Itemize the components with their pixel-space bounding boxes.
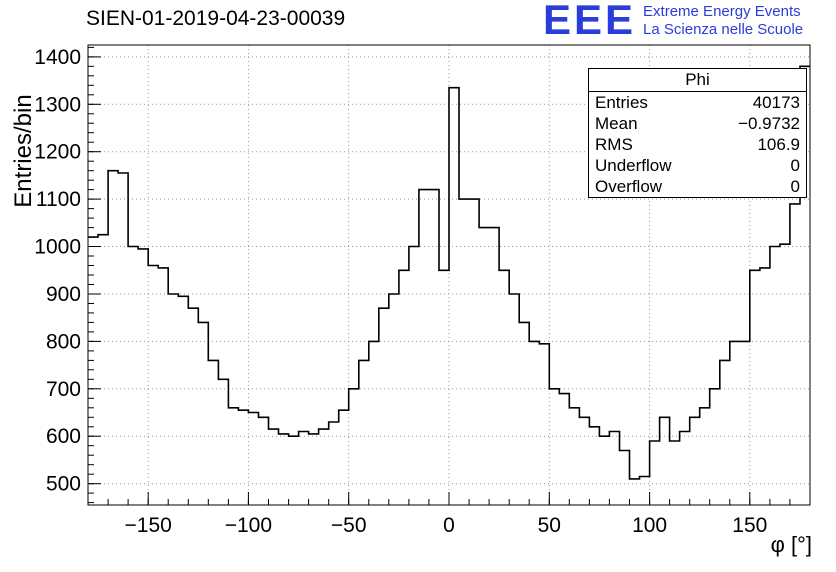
stats-label: Overflow xyxy=(595,177,663,196)
svg-text:100: 100 xyxy=(632,514,667,537)
stats-box: Phi Entries 40173 Mean −0.9732 RMS 106.9… xyxy=(588,68,807,198)
stats-row: Entries 40173 xyxy=(589,92,806,113)
stats-row: Overflow 0 xyxy=(589,176,806,197)
svg-text:0: 0 xyxy=(443,514,455,537)
stats-label: RMS xyxy=(595,135,633,154)
stats-title: Phi xyxy=(589,69,806,92)
svg-text:800: 800 xyxy=(46,330,81,353)
eee-logo-acronym: EEE xyxy=(543,0,637,43)
stats-value: −0.9732 xyxy=(738,114,800,133)
svg-text:1100: 1100 xyxy=(36,188,81,211)
svg-text:50: 50 xyxy=(538,514,561,537)
stats-value: 40173 xyxy=(752,93,800,112)
eee-logo: EEE Extreme Energy Events La Scienza nel… xyxy=(543,0,803,43)
svg-text:150: 150 xyxy=(732,514,767,537)
eee-logo-line1: Extreme Energy Events xyxy=(643,3,801,20)
plot-title: SIEN-01-2019-04-23-00039 xyxy=(86,7,346,30)
eee-logo-line2: La Scienza nelle Scuole xyxy=(643,21,804,38)
svg-text:−150: −150 xyxy=(125,514,172,537)
stats-value: 106.9 xyxy=(757,135,800,154)
eee-logo-text: Extreme Energy Events La Scienza nelle S… xyxy=(643,0,803,39)
stats-label: Entries xyxy=(595,93,648,112)
y-axis-label: Entries/bin xyxy=(10,94,37,208)
svg-text:700: 700 xyxy=(46,378,81,401)
x-axis-label: φ [°] xyxy=(770,532,812,557)
svg-text:−100: −100 xyxy=(225,514,272,537)
stats-value: 0 xyxy=(790,177,800,196)
svg-text:1200: 1200 xyxy=(34,141,81,164)
stats-label: Mean xyxy=(595,114,638,133)
svg-text:−50: −50 xyxy=(331,514,367,537)
svg-text:600: 600 xyxy=(46,425,81,448)
stats-value: 0 xyxy=(790,156,800,175)
stats-row: Mean −0.9732 xyxy=(589,113,806,134)
stats-row: RMS 106.9 xyxy=(589,134,806,155)
svg-text:1300: 1300 xyxy=(34,93,81,116)
stats-row: Underflow 0 xyxy=(589,155,806,176)
svg-text:1000: 1000 xyxy=(34,236,81,259)
svg-text:1400: 1400 xyxy=(34,46,81,69)
svg-text:900: 900 xyxy=(46,283,81,306)
stats-label: Underflow xyxy=(595,156,672,175)
svg-text:500: 500 xyxy=(46,473,81,496)
